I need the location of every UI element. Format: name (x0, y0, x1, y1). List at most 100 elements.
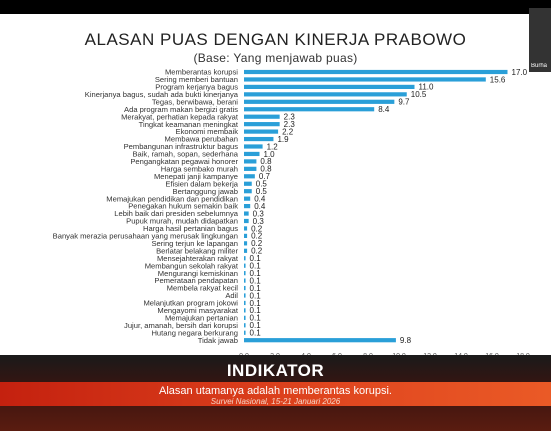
value-label: 0.2 (251, 239, 263, 248)
bar (244, 233, 248, 238)
bar (244, 174, 255, 179)
value-label: 0.3 (253, 217, 265, 226)
value-label: 0.7 (259, 172, 271, 181)
bar (244, 92, 407, 97)
chart-title: ALASAN PUAS DENGAN KINERJA PRABOWO (84, 30, 467, 49)
category-label: Pengangkatan pegawai honorer (130, 157, 238, 166)
value-label: 0.1 (250, 291, 262, 300)
category-label: Membangun sekolah rakyat (145, 261, 239, 270)
value-label: 17.0 (512, 68, 528, 77)
value-label: 1.9 (277, 135, 289, 144)
bar (244, 315, 246, 320)
category-label: Baik, ramah, sopan, sederhana (132, 150, 238, 159)
value-label: 0.5 (256, 187, 268, 196)
bar (244, 330, 246, 335)
brand-logo-text: INDIKATOR (226, 361, 325, 380)
bar (244, 166, 257, 171)
category-label: Berlatar belakang militer (156, 246, 238, 255)
category-label: Harga hasil pertanian bagus (143, 224, 238, 233)
value-label: 0.1 (250, 299, 262, 308)
value-label: 0.1 (250, 314, 262, 323)
category-label: Melanjutkan program jokowi (143, 299, 238, 308)
bar (244, 189, 252, 194)
value-label: 0.2 (251, 247, 263, 256)
value-label: 2.3 (284, 113, 296, 122)
value-label: 0.2 (251, 232, 263, 241)
category-label: Tidak jawab (198, 336, 238, 345)
bar (244, 159, 257, 164)
bar (244, 278, 246, 283)
presenter-name-label: Burha (531, 63, 548, 69)
bar (244, 263, 246, 268)
category-label: Memajukan pertanian (165, 313, 238, 322)
category-label: Adil (225, 291, 238, 300)
value-label: 0.1 (250, 262, 262, 271)
category-label: Membela rakyat kecil (167, 284, 239, 293)
chart-subtitle: (Base: Yang menjawab puas) (193, 51, 358, 65)
bar (244, 107, 375, 112)
bar (244, 256, 246, 261)
value-label: 9.7 (398, 98, 410, 107)
bar (244, 144, 263, 149)
bar (244, 204, 251, 209)
category-label: Banyak merazia perusahaan yang merusak l… (53, 232, 238, 241)
value-label: 0.1 (250, 306, 262, 315)
bar (244, 196, 251, 201)
category-label: Lebih baik dari presiden sebelumnya (114, 209, 238, 218)
bar (244, 99, 395, 104)
category-label: Hutang negara berkurang (151, 328, 238, 337)
category-label: Pupuk murah, mudah didapatkan (126, 217, 238, 226)
bar (244, 248, 248, 253)
value-label: 2.2 (282, 127, 294, 136)
bar (244, 69, 508, 75)
category-label: Ada program makan bergizi gratis (124, 105, 238, 114)
bar (244, 84, 415, 89)
bar (244, 181, 252, 186)
value-label: 9.8 (400, 336, 412, 345)
category-label: Efisien dalam bekerja (165, 179, 238, 188)
bar (244, 211, 249, 216)
value-label: 0.4 (254, 202, 266, 211)
value-label: 0.8 (260, 165, 272, 174)
chart-slide: ALASAN PUAS DENGAN KINERJA PRABOWO (Base… (0, 14, 551, 379)
category-label: Memberantas korupsi (165, 68, 238, 77)
value-label: 0.1 (250, 329, 262, 338)
bar (244, 241, 248, 246)
value-label: 0.4 (254, 194, 266, 203)
value-label: 0.1 (250, 269, 262, 278)
broadcast-footer: INDIKATOR Alasan utamanya adalah membera… (0, 355, 551, 431)
category-label: Bertanggung jawab (173, 187, 238, 196)
bar (244, 300, 246, 306)
value-label: 0.2 (251, 224, 263, 233)
bar (244, 77, 486, 82)
category-label: Merakyat, perhatian kepada rakyat (121, 112, 239, 121)
bar (244, 114, 280, 119)
bar (244, 218, 249, 224)
category-label: Kinerjanya bagus, sudah ada bukti kinerj… (85, 90, 239, 99)
category-label: Ekonomi membaik (176, 127, 239, 136)
category-label: Penegakan hukum semakin baik (128, 202, 238, 211)
category-label: Pemerataan pendapatan (154, 276, 238, 285)
caption-bar (0, 382, 551, 406)
bar (244, 129, 279, 134)
survey-info: Survei Nasional, 15-21 Januari 2026 (210, 397, 341, 406)
bar (244, 293, 246, 298)
bar (244, 308, 246, 313)
category-label: Mensejahterakan rakyat (157, 254, 239, 263)
value-label: 2.3 (284, 120, 296, 129)
value-label: 1.0 (264, 150, 276, 159)
category-label: Mengurangi kemiskinan (158, 269, 238, 278)
value-label: 0.3 (253, 209, 265, 218)
bar (244, 136, 274, 142)
category-label: Membawa perubahan (165, 135, 238, 144)
category-label: Jujur, amanah, bersih dari korupsi (124, 321, 238, 330)
category-label: Tegas, berwibawa, berani (152, 97, 238, 106)
category-label: Memajukan pendidikan dan pendidikan (106, 194, 238, 203)
value-label: 0.1 (250, 276, 262, 285)
bar (244, 323, 246, 328)
value-label: 0.1 (250, 321, 262, 330)
value-label: 0.5 (256, 180, 268, 189)
value-label: 10.5 (411, 90, 427, 99)
